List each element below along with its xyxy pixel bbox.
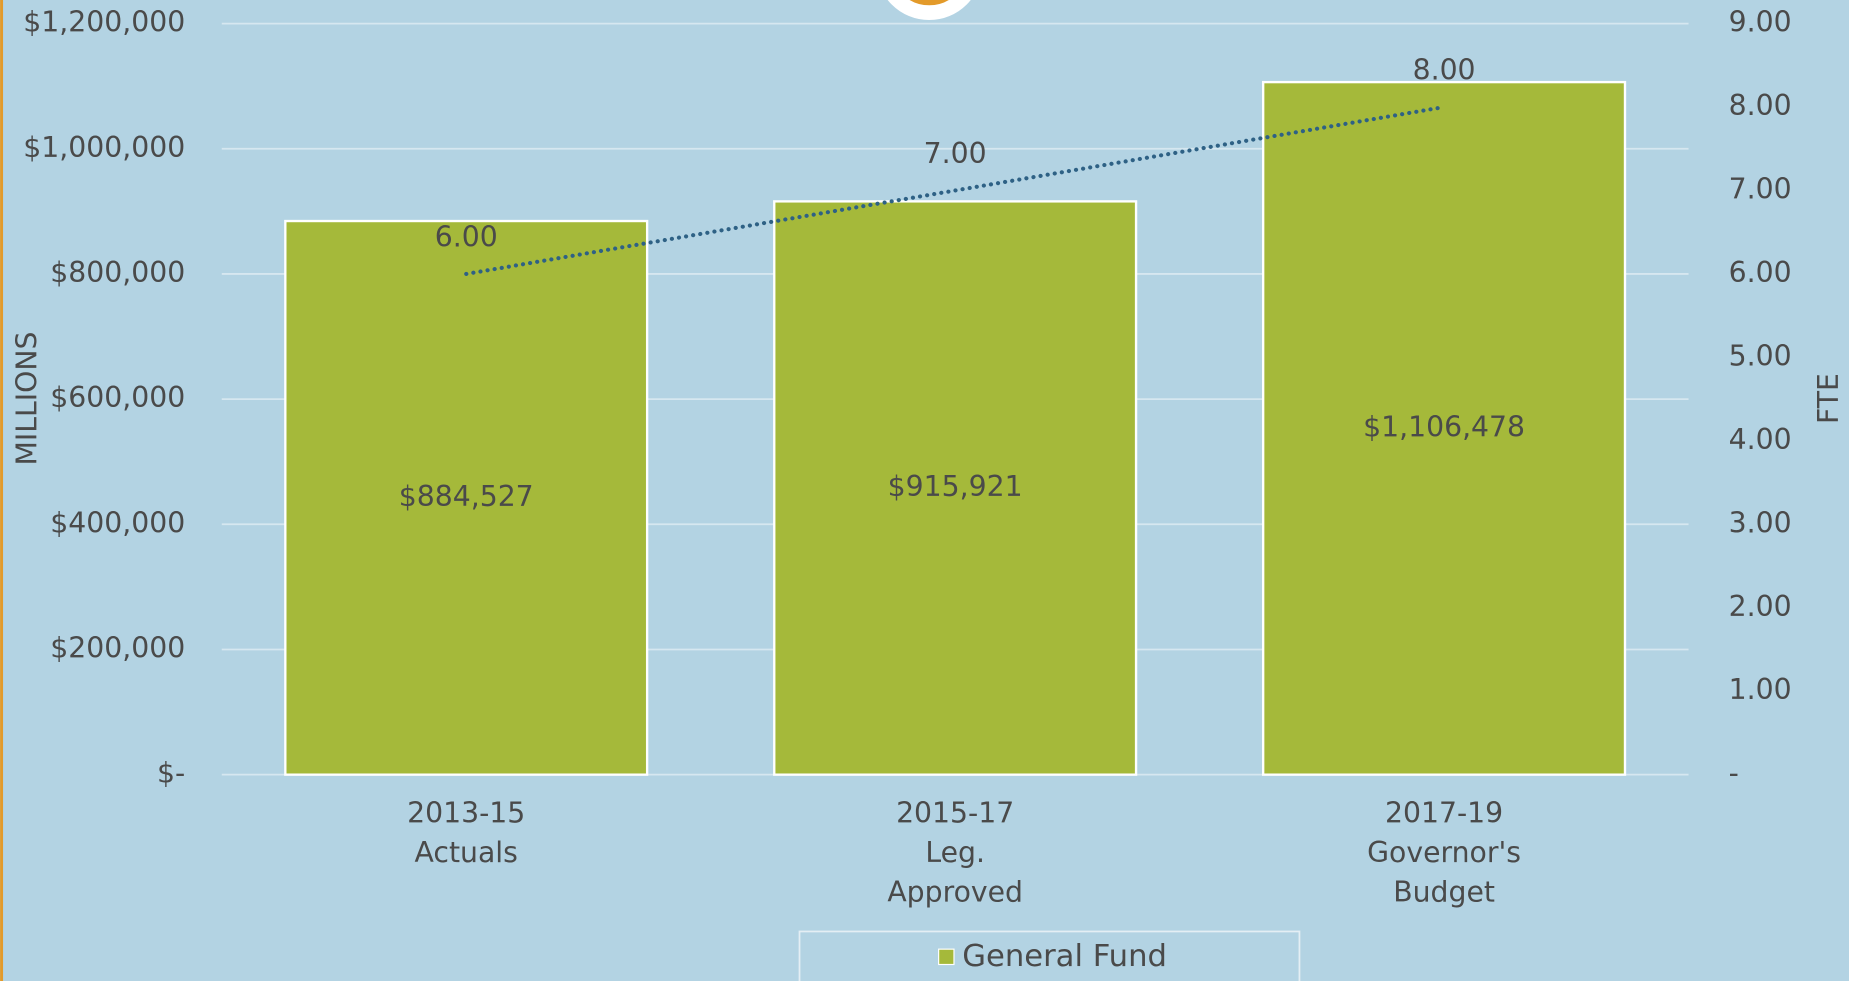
y2-tick-label: 3.00 (1729, 506, 1792, 539)
y2-tick-label: 9.00 (1729, 6, 1792, 39)
legend-swatch (938, 948, 955, 966)
y2-tick-label: 8.00 (1729, 89, 1792, 122)
y-tick-label: $1,000,000 (23, 131, 185, 164)
y2-tick-label: 7.00 (1729, 172, 1792, 205)
logo (887, 0, 971, 21)
x-tick-label: 2017-19 (1385, 797, 1503, 830)
y-tick-label: $800,000 (50, 256, 185, 289)
x-tick-label: Leg. (925, 836, 985, 869)
y-tick-label: $1,200,000 (23, 6, 185, 39)
legend-label: General Fund (962, 939, 1167, 974)
x-tick-label: Budget (1393, 876, 1495, 909)
bar (773, 200, 1138, 776)
bar-value-label: $915,921 (888, 470, 1023, 503)
y-tick-label: $400,000 (50, 506, 185, 539)
bar-value-label: $1,106,478 (1363, 410, 1525, 443)
y-tick-label: $200,000 (50, 631, 185, 664)
y-tick-label: $- (157, 757, 185, 790)
legend-box (798, 930, 1301, 981)
x-tick-label: 2013-15 (407, 797, 525, 830)
line-value-label: 7.00 (924, 137, 987, 170)
x-tick-label: Actuals (415, 836, 518, 869)
x-tick-label: Approved (887, 876, 1023, 909)
line-value-label: 6.00 (435, 221, 498, 254)
y2-tick-label: 4.00 (1729, 423, 1792, 456)
bar-value-label: $884,527 (399, 480, 534, 513)
y2-tick-label: 5.00 (1729, 339, 1792, 372)
y2-axis-label: FTE (1812, 373, 1845, 424)
y2-tick-label: 1.00 (1729, 673, 1792, 706)
y-axis-label: MILLIONS (10, 332, 43, 466)
y2-tick-label: 6.00 (1729, 256, 1792, 289)
x-tick-label: 2015-17 (896, 797, 1014, 830)
line-value-label: 8.00 (1413, 54, 1476, 87)
bar (284, 219, 649, 776)
left-border (0, 0, 4, 981)
y2-tick-label: - (1729, 757, 1739, 790)
y2-tick-label: 2.00 (1729, 590, 1792, 623)
line (464, 104, 1447, 277)
logo-ring (909, 0, 949, 6)
x-tick-label: Governor's (1367, 836, 1521, 869)
y-tick-label: $600,000 (50, 381, 185, 414)
bar (1262, 80, 1627, 776)
